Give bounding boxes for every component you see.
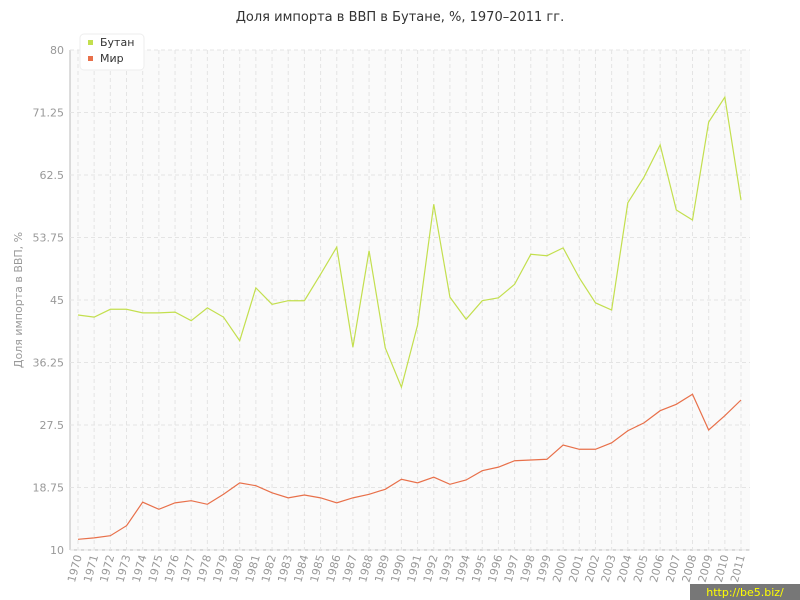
- legend: [79, 33, 145, 71]
- y-tick-label: 71.25: [33, 107, 65, 120]
- y-tick-label: 53.75: [33, 232, 65, 245]
- y-tick-label: 27.5: [40, 419, 65, 432]
- legend-label: Мир: [100, 52, 124, 65]
- y-tick-label: 36.25: [33, 357, 65, 370]
- y-tick-label: 45: [50, 294, 64, 307]
- watermark-bg: [690, 584, 800, 600]
- y-axis-label: Доля импорта в ВВП, %: [12, 232, 25, 368]
- series-line: [77, 393, 742, 540]
- y-tick-label: 62.5: [40, 169, 65, 182]
- legend-label: Бутан: [100, 36, 134, 49]
- y-tick-label: 80: [50, 44, 64, 57]
- legend-items: Бутан Мир: [88, 36, 134, 65]
- lines: [77, 95, 742, 540]
- series-line: [77, 95, 742, 390]
- chart-title: Доля импорта в ВВП в Бутане, %, 1970–201…: [236, 10, 564, 25]
- y-tick-label: 18.75: [33, 482, 65, 495]
- watermark: http://be5.biz/: [706, 586, 784, 599]
- legend-swatch: [88, 56, 93, 61]
- y-tick-label: 10: [50, 544, 64, 557]
- grid: [70, 49, 750, 551]
- legend-swatch: [88, 40, 93, 45]
